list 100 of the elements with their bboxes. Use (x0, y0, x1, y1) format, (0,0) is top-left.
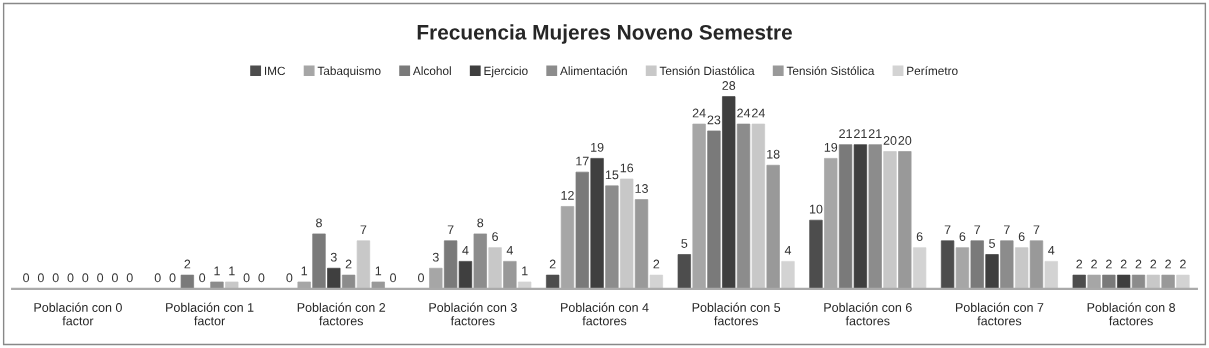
bar (649, 274, 663, 289)
data-label: 24 (692, 108, 706, 118)
data-label: 1 (375, 266, 382, 276)
bar (1161, 274, 1175, 289)
bar (210, 281, 224, 289)
x-tick-label: Población con 8 factores (1087, 302, 1176, 326)
data-label: 1 (229, 266, 235, 276)
bar (1117, 274, 1131, 289)
legend-label: IMC (264, 66, 286, 76)
bar (180, 274, 194, 289)
data-label: 5 (681, 239, 688, 248)
data-label: 2 (653, 259, 660, 269)
bar (970, 240, 984, 289)
data-label: 0 (37, 273, 44, 283)
data-label: 15 (605, 170, 619, 180)
data-label: 2 (1180, 259, 1186, 269)
data-label: 2 (1091, 259, 1097, 269)
bar (707, 130, 721, 289)
bar (1102, 274, 1116, 289)
data-label: 2 (1106, 259, 1112, 269)
data-label: 7 (1033, 225, 1040, 235)
data-label: 16 (620, 163, 634, 173)
data-label: 21 (868, 129, 882, 138)
data-label: 23 (707, 115, 721, 125)
data-label: 8 (477, 218, 484, 228)
bar (736, 123, 751, 289)
bar (1146, 274, 1160, 289)
data-label: 2 (1120, 259, 1127, 269)
data-label: 7 (447, 225, 454, 235)
data-label: 1 (522, 266, 528, 276)
legend-label: Tabaquismo (317, 66, 381, 78)
data-label: 0 (126, 273, 133, 283)
data-label: 6 (1018, 232, 1025, 242)
data-label: 0 (67, 273, 74, 283)
bar (853, 144, 868, 289)
x-tick-label: Población con 1 factor (166, 302, 254, 326)
bar (809, 219, 823, 289)
bar (590, 158, 604, 289)
bar (1000, 240, 1014, 289)
data-label: 21 (839, 129, 852, 138)
legend-label: Tensión Diastólica (659, 66, 755, 76)
data-label: 19 (824, 142, 838, 152)
x-tick-label: Población con 2 factores (297, 302, 386, 326)
data-label: 28 (722, 81, 736, 90)
legend-label: Ejercicio (484, 66, 528, 78)
data-label: 2 (345, 259, 352, 269)
data-label: 6 (492, 232, 498, 242)
data-label: 20 (883, 136, 897, 145)
bar (1029, 240, 1044, 289)
data-label: 3 (432, 252, 439, 262)
bar (371, 281, 385, 289)
data-label: 0 (52, 273, 59, 283)
bar (356, 240, 371, 289)
data-label: 2 (549, 259, 556, 269)
bar (546, 274, 560, 289)
data-label: 4 (462, 246, 469, 255)
data-label: 4 (506, 246, 513, 255)
bar (912, 247, 927, 289)
bar (443, 240, 458, 289)
bar (312, 233, 326, 289)
bar (634, 199, 649, 289)
x-tick-label: Población con 5 factores (692, 302, 781, 326)
bar (605, 185, 619, 289)
data-label: 8 (316, 218, 322, 228)
legend-label: Alimentación (560, 66, 627, 76)
bar (1072, 274, 1086, 289)
bar (575, 171, 589, 289)
bar (458, 261, 473, 289)
data-label: 0 (23, 273, 30, 283)
bar (341, 274, 356, 289)
data-label: 2 (1150, 259, 1157, 269)
bar (488, 247, 502, 289)
x-tick-label: Población con 6 factores (824, 302, 912, 326)
data-label: 5 (989, 239, 995, 248)
bar (985, 254, 999, 289)
data-label: 2 (184, 259, 191, 269)
data-label: 10 (809, 204, 823, 214)
data-label: 20 (898, 136, 912, 145)
data-label: 4 (1048, 246, 1055, 255)
data-label: 0 (97, 273, 104, 283)
bar (518, 281, 532, 289)
data-label: 0 (154, 273, 161, 283)
data-label: 0 (418, 273, 424, 283)
data-label: 0 (390, 273, 397, 283)
data-label: 0 (258, 273, 265, 283)
data-label: 0 (169, 273, 176, 283)
bar (327, 267, 341, 289)
bar (722, 96, 736, 289)
data-label: 7 (944, 225, 951, 235)
data-label: 12 (561, 190, 574, 200)
bar (620, 178, 634, 289)
data-label: 24 (737, 108, 751, 118)
data-label: 0 (82, 273, 89, 283)
x-tick-label: Población con 3 factores (429, 302, 517, 326)
data-label: 1 (214, 266, 220, 276)
bar (473, 233, 487, 289)
bar (751, 123, 766, 289)
data-label: 0 (111, 273, 118, 283)
data-label: 7 (360, 225, 367, 235)
legend-label: Tensión Sistólica (786, 66, 875, 76)
